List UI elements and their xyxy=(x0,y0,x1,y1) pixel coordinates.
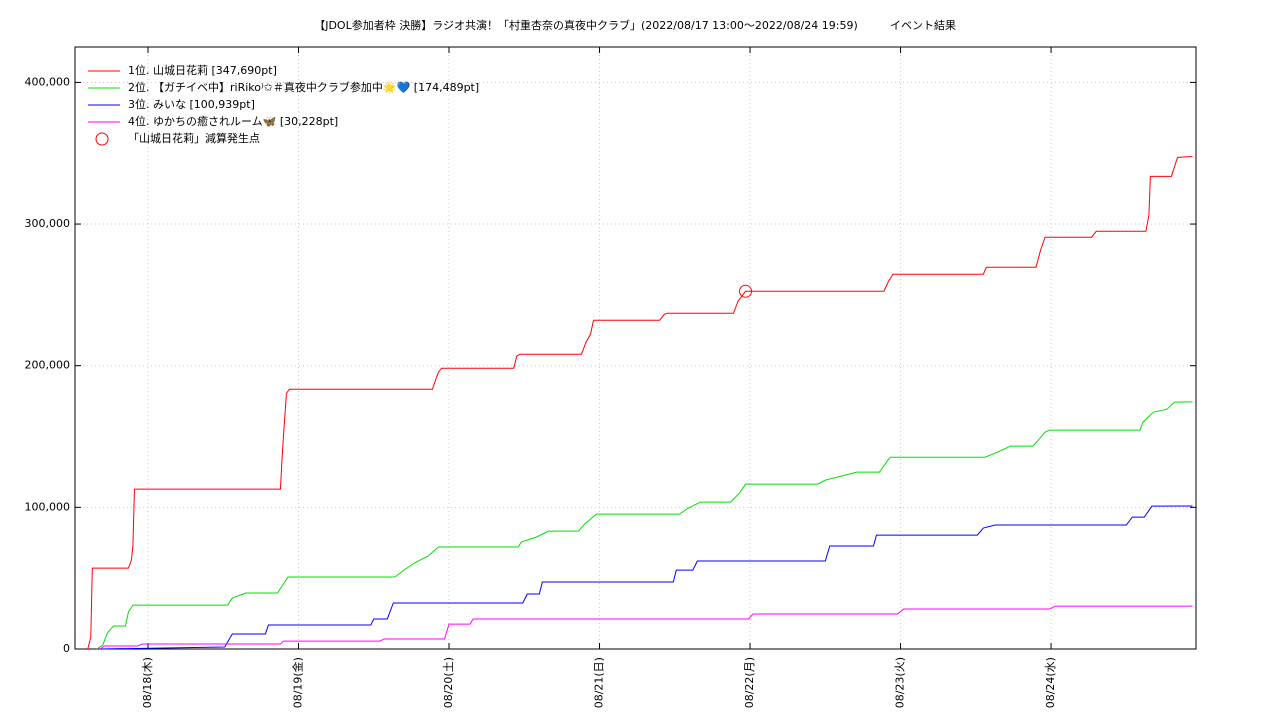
y-tick-label: 100,000 xyxy=(25,500,71,513)
legend-label: 「山城日花莉」減算発生点 xyxy=(128,131,260,145)
y-tick-label: 0 xyxy=(63,642,70,655)
x-tick-label: 08/20(土) xyxy=(442,657,455,708)
legend-label: 2位. 【ガチイベ中】riRiko⁾✩＃真夜中クラブ参加中🌟💙 [174,489… xyxy=(128,80,479,94)
x-tick-label: 08/21(日) xyxy=(593,657,606,708)
x-tick-label: 08/24(水) xyxy=(1044,657,1057,708)
x-tick-label: 08/18(木) xyxy=(141,657,154,708)
y-tick-label: 400,000 xyxy=(25,75,71,88)
series-line xyxy=(87,156,1193,650)
x-tick-label: 08/19(金) xyxy=(291,657,305,708)
legend-label: 4位. ゆかちの癒されルーム🦋 [30,228pt] xyxy=(128,114,338,128)
legend-label: 1位. 山城日花莉 [347,690pt] xyxy=(128,63,277,77)
chart-subtitle: イベント結果 xyxy=(890,18,956,32)
y-tick-label: 300,000 xyxy=(25,217,71,230)
marker xyxy=(739,284,753,298)
y-tick-label: 200,000 xyxy=(25,359,71,372)
x-tick-label: 08/22(月) xyxy=(743,657,756,708)
x-tick-label: 08/23(火) xyxy=(894,657,907,708)
plot-frame xyxy=(74,46,1197,650)
series-line xyxy=(99,505,1193,650)
series-line xyxy=(99,605,1193,650)
chart-title: 【JDOL参加者枠 決勝】ラジオ共演！「村重杏奈の真夜中クラブ」(2022/08… xyxy=(314,18,858,32)
legend-label: 3位. みいな [100,939pt] xyxy=(128,97,255,111)
series-line xyxy=(96,401,1193,650)
legend-swatch xyxy=(95,132,109,146)
